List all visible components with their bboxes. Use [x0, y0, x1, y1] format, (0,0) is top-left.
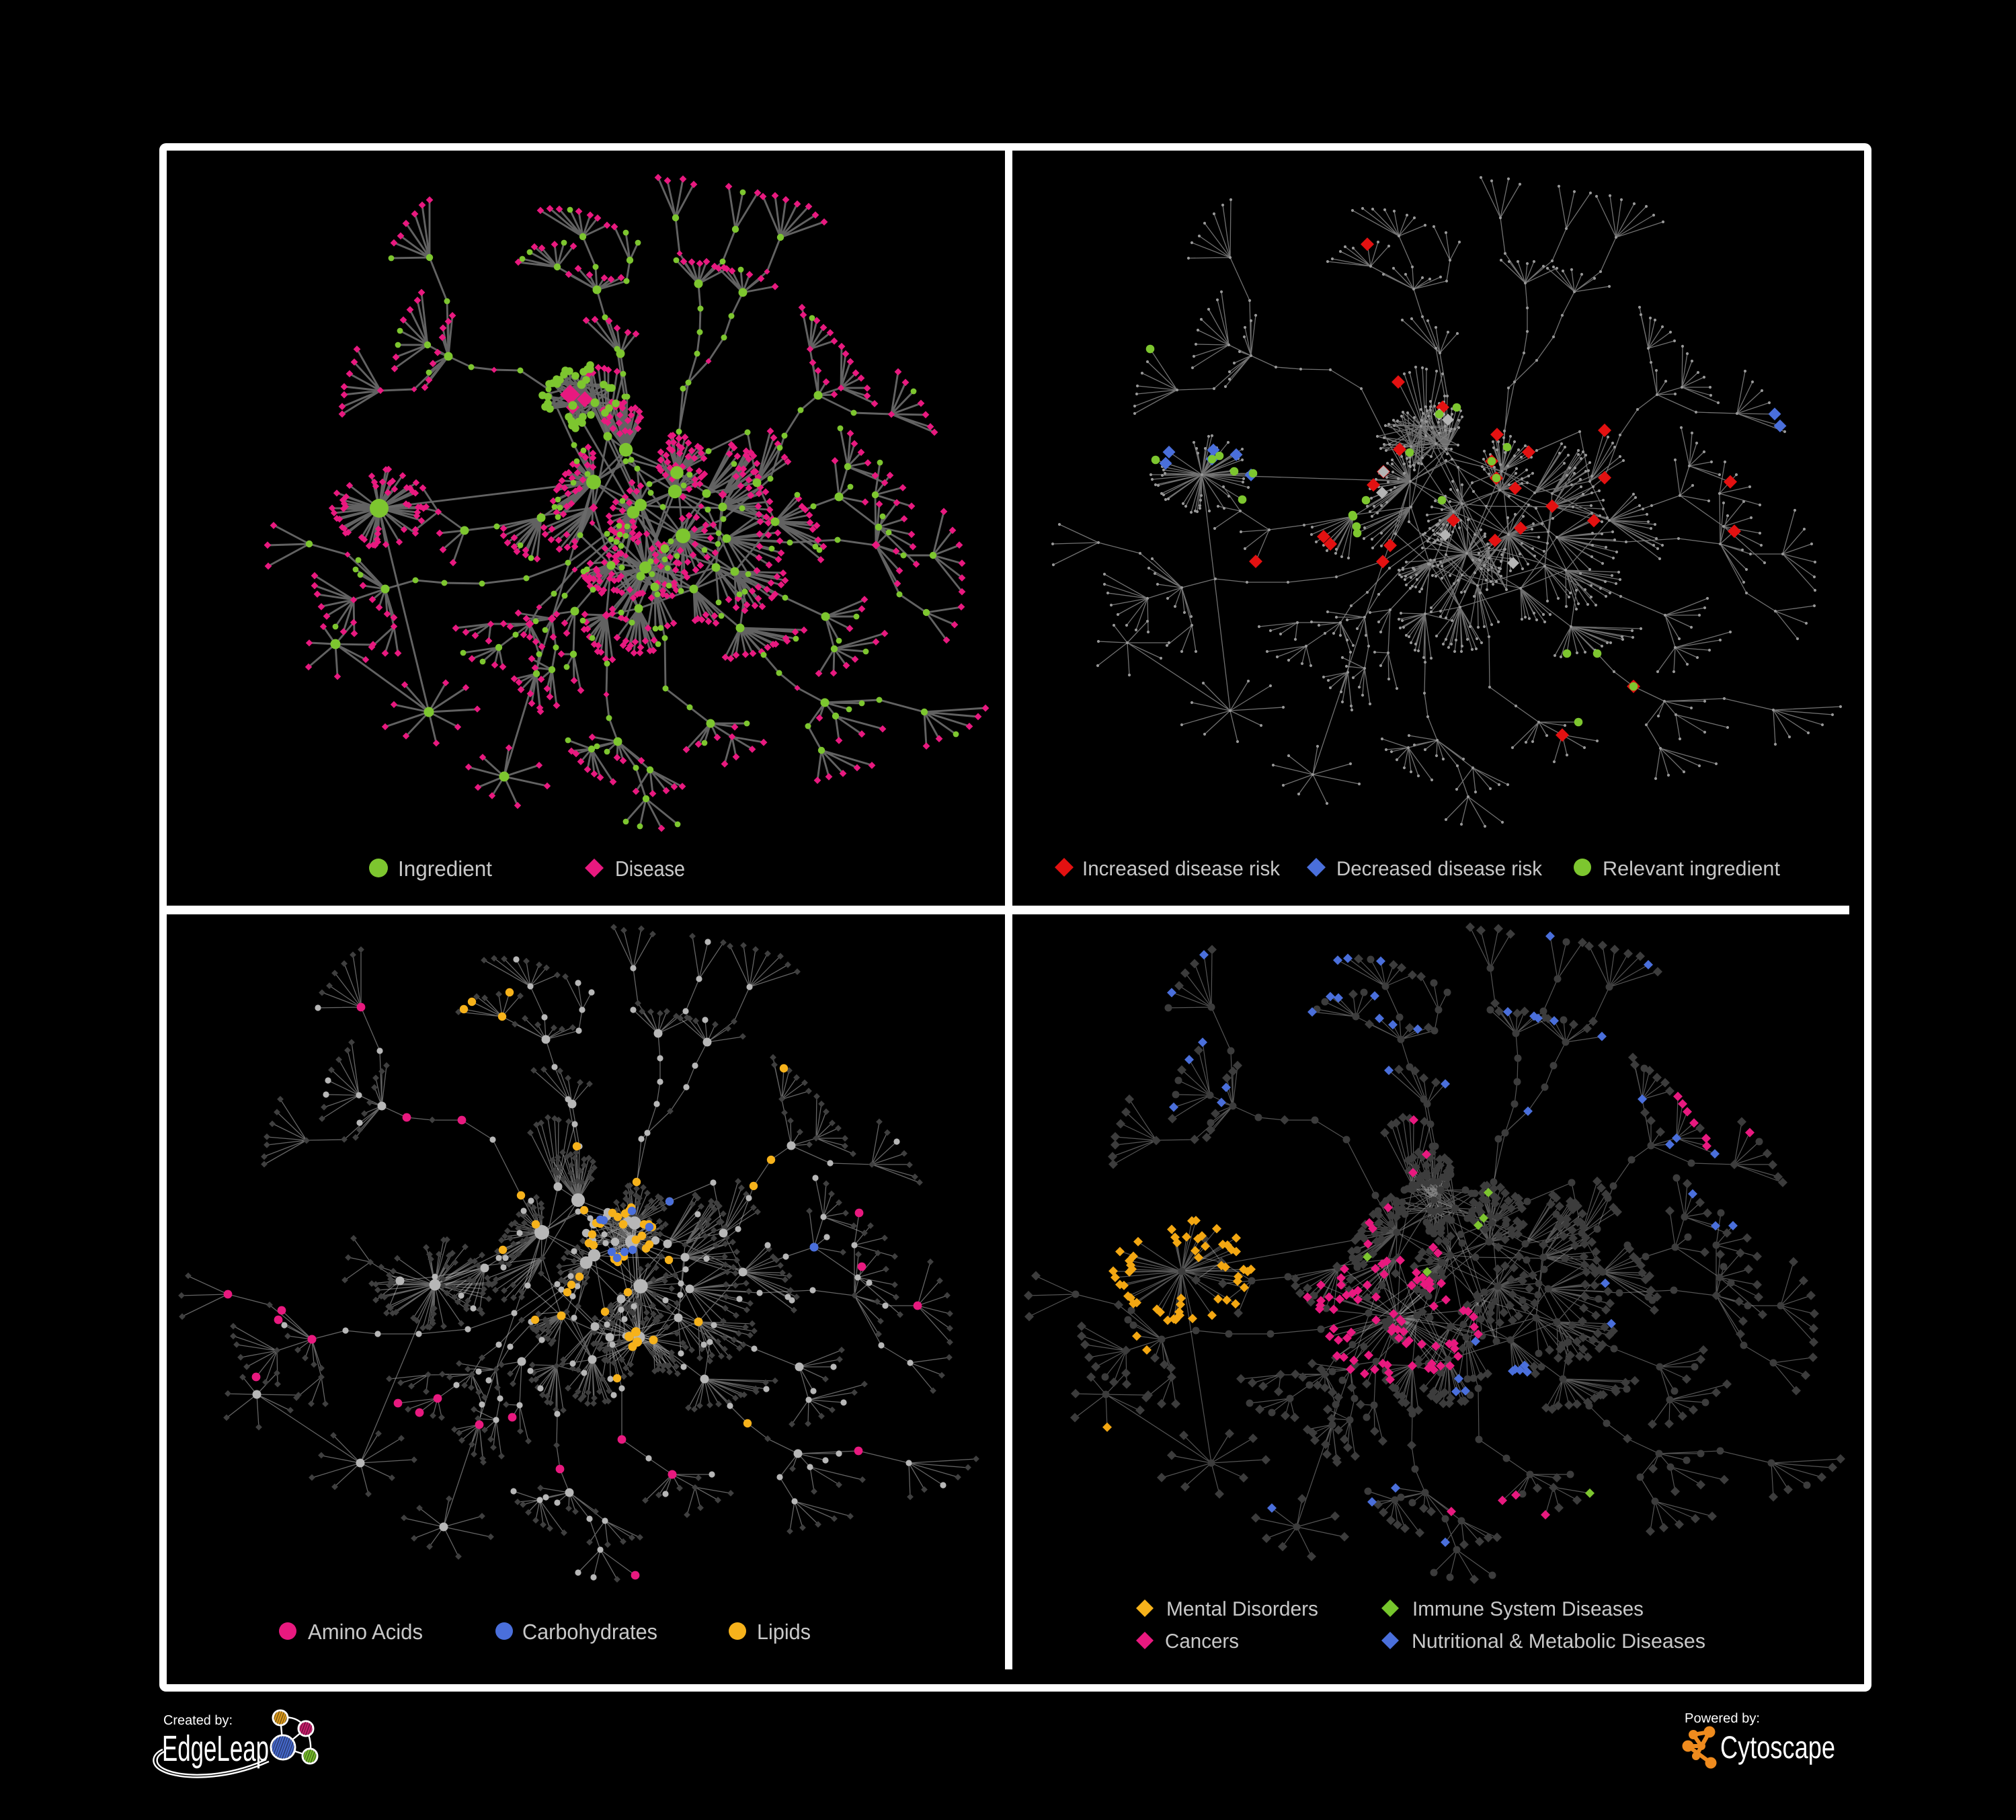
svg-text:Disease: Disease [615, 857, 685, 881]
svg-text:Relevant ingredient: Relevant ingredient [1603, 858, 1781, 880]
svg-text:Created by:: Created by: [163, 1713, 233, 1728]
svg-text:Mental Disorders: Mental Disorders [1166, 1598, 1318, 1620]
svg-text:Carbohydrates: Carbohydrates [522, 1620, 657, 1644]
svg-text:Ingredient: Ingredient [398, 857, 492, 881]
svg-text:Amino Acids: Amino Acids [308, 1620, 423, 1644]
svg-text:Decreased disease risk: Decreased disease risk [1336, 858, 1543, 880]
svg-text:Increased disease risk: Increased disease risk [1082, 858, 1281, 880]
svg-text:EdgeLeap: EdgeLeap [162, 1729, 269, 1769]
svg-text:Nutritional & Metabolic Diseas: Nutritional & Metabolic Diseases [1412, 1630, 1705, 1653]
svg-text:Cytoscape: Cytoscape [1720, 1729, 1835, 1765]
svg-text:Immune System Diseases: Immune System Diseases [1412, 1598, 1644, 1620]
svg-text:Lipids: Lipids [757, 1620, 811, 1644]
svg-text:Powered by:: Powered by: [1685, 1711, 1760, 1726]
svg-text:Cancers: Cancers [1165, 1630, 1239, 1653]
